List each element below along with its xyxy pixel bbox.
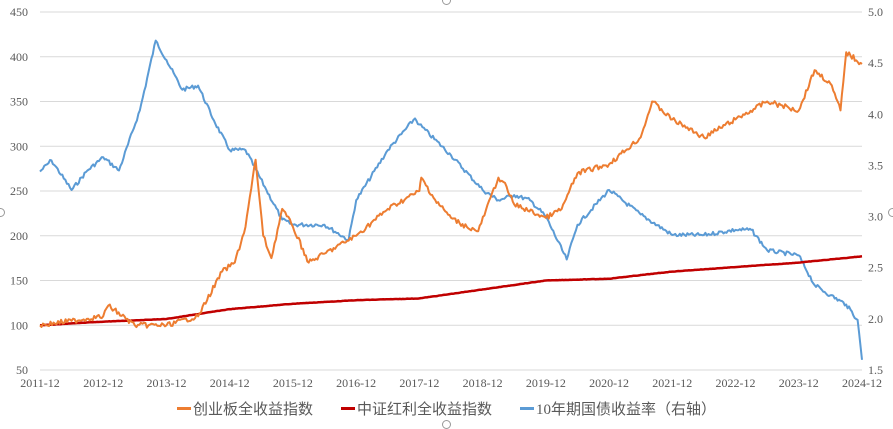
x-tick-label: 2020-12: [589, 376, 629, 390]
right-tick-label: 5.0: [868, 5, 883, 19]
left-tick-label: 300: [10, 139, 28, 153]
x-axis-ticks: 2011-12 2012-12 2013-12 2014-12 2015-12 2016-…: [20, 376, 882, 390]
right-tick-label: 2.5: [868, 261, 883, 275]
x-tick-label: 2022-12: [716, 376, 756, 390]
right-axis-ticks: 1.5 2.0 2.5 3.0 3.5 4.0 4.5 5.0: [868, 5, 883, 377]
left-tick-label: 450: [10, 5, 28, 19]
right-tick-label: 3.0: [868, 210, 883, 224]
legend-swatch: [520, 407, 534, 410]
left-tick-label: 350: [10, 95, 28, 109]
legend-label: 创业板全收益指数: [192, 402, 313, 418]
resize-handle[interactable]: [442, 0, 451, 5]
right-tick-label: 4.5: [868, 56, 883, 70]
left-tick-label: 150: [10, 274, 28, 288]
x-tick-label: 2023-12: [779, 376, 819, 390]
right-tick-label: 3.5: [868, 158, 883, 172]
resize-handle[interactable]: [0, 208, 5, 217]
x-tick-label: 2021-12: [652, 376, 692, 390]
right-tick-label: 1.5: [868, 363, 883, 377]
series-line-1: [39, 255, 863, 327]
left-tick-label: 100: [10, 318, 28, 332]
left-tick-label: 50: [16, 363, 28, 377]
x-tick-label: 2013-12: [146, 376, 186, 390]
gridlines: [40, 11, 862, 371]
x-tick-label: 2017-12: [399, 376, 439, 390]
x-tick-label: 2014-12: [210, 376, 250, 390]
x-tick-label: 2024-12: [842, 376, 882, 390]
left-tick-label: 200: [10, 229, 28, 243]
legend-label: 中证红利全收益指数: [356, 402, 492, 418]
resize-handle[interactable]: [888, 208, 893, 217]
x-tick-label: 2012-12: [83, 376, 123, 390]
x-tick-label: 2011-12: [20, 376, 60, 390]
right-tick-label: 4.0: [868, 107, 883, 121]
line-chart: 50 100 150 200 250 300 350 400 450 1.5 2.0 2.5 3.0 3…: [10, 5, 883, 390]
legend: 创业板全收益指数 中证红利全收益指数 10年期国债收益率（右轴）: [0, 398, 893, 419]
series-line-0: [39, 51, 863, 329]
left-axis-ticks: 50 100 150 200 250 300 350 400 450: [10, 5, 28, 377]
legend-item-chinext: 创业板全收益指数: [176, 398, 313, 419]
left-tick-label: 250: [10, 184, 28, 198]
legend-item-10y-yield: 10年期国债收益率（右轴）: [520, 398, 716, 419]
legend-item-csi-dividend: 中证红利全收益指数: [340, 398, 492, 419]
x-tick-label: 2016-12: [336, 376, 376, 390]
legend-swatch: [340, 407, 355, 410]
x-tick-label: 2019-12: [526, 376, 566, 390]
right-tick-label: 2.0: [868, 312, 883, 326]
x-tick-label: 2015-12: [273, 376, 313, 390]
legend-label: 10年期国债收益率（右轴）: [536, 402, 717, 418]
legend-swatch: [176, 407, 191, 410]
x-tick-label: 2018-12: [463, 376, 503, 390]
left-tick-label: 400: [10, 50, 28, 64]
series-lines: [39, 39, 863, 360]
series-line-2: [39, 39, 863, 360]
